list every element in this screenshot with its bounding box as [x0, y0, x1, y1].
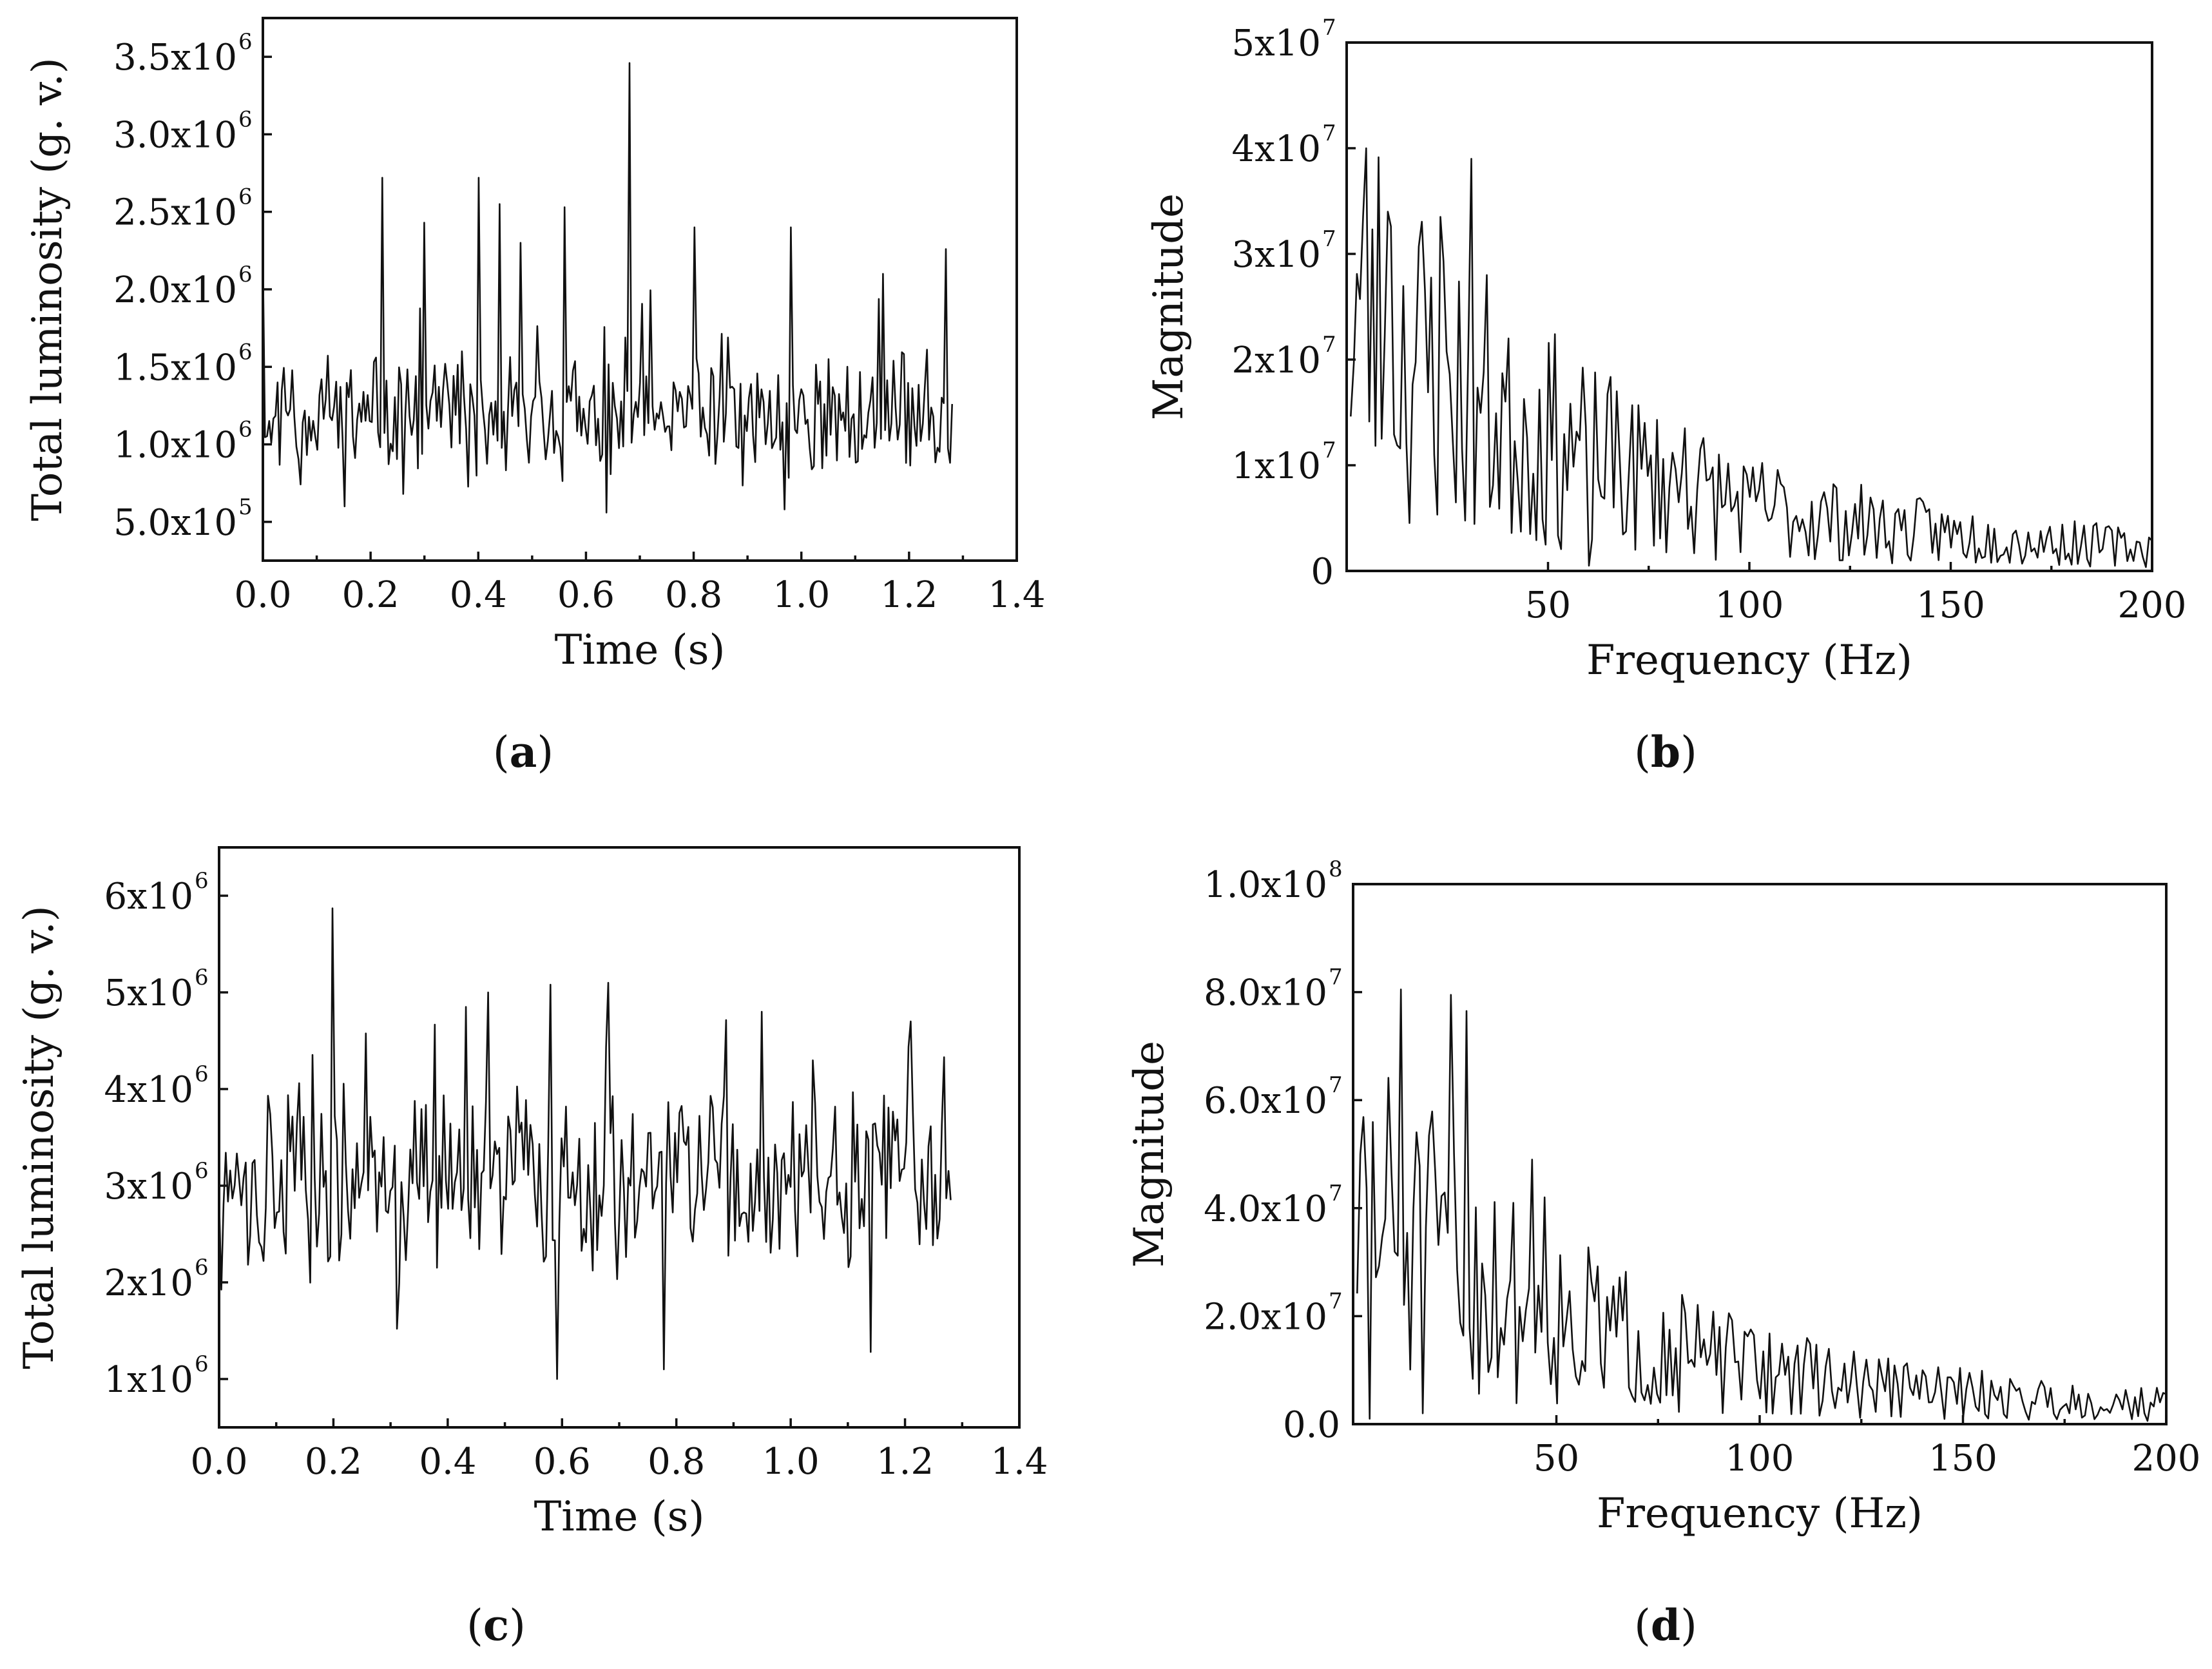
- y-tick-label: 5x10: [1232, 23, 1321, 64]
- plot-frame-a: [262, 17, 1018, 562]
- y-tick-exponent: 6: [195, 965, 209, 990]
- panel-label-c: (c): [466, 1600, 526, 1650]
- y-tick-exponent: 6: [238, 29, 253, 55]
- x-axis-title: Time (s): [555, 626, 726, 674]
- y-tick-exponent: 6: [195, 1158, 209, 1184]
- y-tick-label: 3.0x10: [113, 114, 237, 156]
- y-tick-exponent: 6: [238, 417, 253, 443]
- y-tick-exponent: 6: [238, 339, 253, 365]
- y-tick-label: 2x10: [104, 1262, 193, 1304]
- y-tick-label: 5x10: [104, 972, 193, 1014]
- y-tick-exponent: 6: [238, 184, 253, 210]
- y-tick-exponent: 6: [195, 1351, 209, 1377]
- y-tick-label: 2x10: [1232, 340, 1321, 381]
- y-tick-label: 4x10: [1232, 128, 1321, 170]
- x-tick-label: 200: [2132, 1438, 2201, 1480]
- y-tick-label: 1x10: [104, 1359, 193, 1401]
- y-tick-exponent: 6: [195, 868, 209, 894]
- y-tick-exponent: 7: [1322, 226, 1336, 252]
- y-tick-label: 3.5x10: [113, 37, 237, 79]
- x-tick-label: 200: [2118, 584, 2187, 626]
- y-tick-exponent: 6: [238, 106, 253, 132]
- y-tick-exponent: 5: [238, 494, 253, 520]
- y-tick-label: 1.0x10: [1204, 864, 1327, 906]
- y-tick-exponent: 8: [1329, 856, 1343, 882]
- x-tick-label: 0.2: [342, 574, 399, 616]
- x-tick-label: 100: [1726, 1438, 1794, 1480]
- x-tick-label: 0.8: [648, 1441, 705, 1483]
- x-tick-label: 50: [1534, 1438, 1579, 1480]
- x-axis-title: Time (s): [534, 1493, 705, 1541]
- series-line-c: [218, 907, 952, 1380]
- x-tick-label: 50: [1525, 584, 1571, 626]
- plot-frame-d: [1352, 883, 2168, 1425]
- y-tick-label: 2.0x10: [1204, 1296, 1327, 1338]
- x-tick-label: 1.2: [876, 1441, 934, 1483]
- panel-label-d: (d): [1634, 1600, 1697, 1650]
- y-axis-title: Total luminosity (g. v.): [24, 57, 72, 521]
- y-tick-exponent: 7: [1329, 1181, 1343, 1206]
- x-tick-label: 1.0: [762, 1441, 820, 1483]
- y-tick-exponent: 7: [1322, 15, 1336, 41]
- x-tick-label: 150: [1928, 1438, 1997, 1480]
- x-tick-label: 0.0: [190, 1441, 247, 1483]
- x-tick-label: 0.4: [450, 574, 507, 616]
- y-tick-label: 1x10: [1232, 445, 1321, 487]
- y-tick-exponent: 7: [1322, 438, 1336, 463]
- y-tick-exponent: 7: [1329, 1072, 1343, 1098]
- panel-label-b: (b): [1634, 727, 1697, 777]
- y-tick-label: 4.0x10: [1204, 1188, 1327, 1230]
- y-tick-exponent: 6: [195, 1255, 209, 1280]
- x-tick-label: 1.4: [990, 1441, 1048, 1483]
- x-tick-label: 0.6: [534, 1441, 591, 1483]
- series-line-b: [1350, 147, 2153, 568]
- y-tick-label: 1.5x10: [113, 347, 237, 389]
- y-tick-label: 1.0x10: [113, 425, 237, 467]
- x-axis-title: Frequency (Hz): [1586, 637, 1912, 684]
- y-axis-title: Total luminosity (g. v.): [15, 905, 63, 1369]
- y-tick-exponent: 6: [238, 262, 253, 287]
- x-tick-label: 0.0: [234, 574, 291, 616]
- x-tick-label: 150: [1916, 584, 1985, 626]
- y-tick-label: 0.0: [1283, 1404, 1340, 1446]
- x-tick-label: 1.4: [988, 574, 1045, 616]
- x-axis-title: Frequency (Hz): [1597, 1490, 1923, 1538]
- y-tick-label: 3x10: [1232, 234, 1321, 276]
- y-tick-label: 4x10: [104, 1069, 193, 1111]
- y-tick-label: 5.0x10: [113, 502, 237, 544]
- x-tick-label: 1.2: [880, 574, 938, 616]
- y-tick-exponent: 7: [1329, 965, 1343, 990]
- y-tick-exponent: 7: [1322, 332, 1336, 358]
- panel-label-a: (a): [493, 727, 553, 777]
- y-tick-exponent: 7: [1329, 1288, 1343, 1314]
- x-tick-label: 1.0: [773, 574, 830, 616]
- panel-a: 0.0 0.2 0.4 0.6 0.8 1.0 1.2 1.45.0x10 51.0x10 61.…: [24, 17, 1046, 777]
- plot-frame-c: [218, 846, 1021, 1429]
- x-tick-label: 0.8: [665, 574, 722, 616]
- y-tick-label: 8.0x10: [1204, 972, 1327, 1014]
- y-tick-exponent: 7: [1322, 121, 1336, 146]
- x-tick-label: 0.6: [557, 574, 615, 616]
- x-tick-label: 100: [1715, 584, 1784, 626]
- y-tick-label: 6x10: [104, 876, 193, 918]
- x-tick-label: 0.4: [419, 1441, 476, 1483]
- y-tick-label: 2.0x10: [113, 269, 237, 311]
- series-line-d: [1356, 989, 2167, 1422]
- y-tick-label: 2.5x10: [113, 192, 237, 234]
- y-tick-label: 6.0x10: [1204, 1080, 1327, 1122]
- y-tick-label: 3x10: [104, 1166, 193, 1208]
- series-line-a: [262, 62, 953, 514]
- y-tick-exponent: 6: [195, 1061, 209, 1087]
- y-tick-label: 0: [1311, 551, 1334, 593]
- y-axis-title: Magnitude: [1126, 1041, 1173, 1268]
- x-tick-label: 0.2: [305, 1441, 362, 1483]
- y-axis-title: Magnitude: [1145, 193, 1193, 420]
